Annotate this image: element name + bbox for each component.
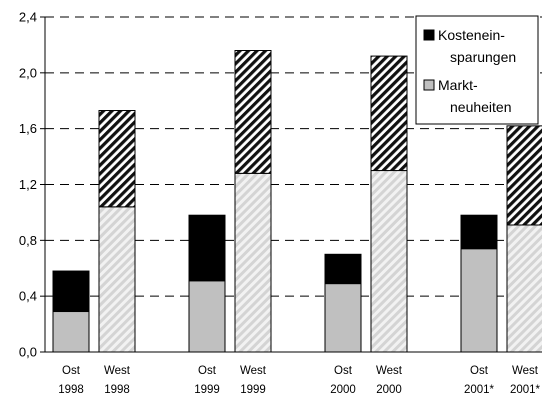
legend-label: Kostenein- bbox=[438, 27, 505, 43]
bar-kosteneinsparungen bbox=[324, 253, 362, 285]
category-year-label: 1998 bbox=[104, 384, 130, 396]
bar-kosteneinsparungen bbox=[506, 125, 542, 226]
category-year-label: 2001* bbox=[510, 384, 541, 396]
category-year-label: 2000 bbox=[330, 384, 356, 396]
legend-label: neuheiten bbox=[450, 99, 512, 115]
category-label: West bbox=[376, 365, 403, 377]
category-label: West bbox=[512, 365, 539, 377]
legend-swatch bbox=[423, 29, 435, 41]
category-label: West bbox=[104, 365, 131, 377]
y-tick-label: 0,0 bbox=[19, 345, 37, 360]
category-label: Ost bbox=[198, 365, 217, 377]
bars-layer bbox=[52, 50, 542, 353]
category-label: West bbox=[240, 365, 267, 377]
category-year-label: 1999 bbox=[194, 384, 220, 396]
legend-swatch bbox=[423, 79, 435, 91]
category-year-label: 1999 bbox=[240, 384, 266, 396]
y-tick-label: 1,2 bbox=[19, 177, 37, 192]
bar-kosteneinsparungen bbox=[52, 270, 90, 313]
category-year-label: 2000 bbox=[376, 384, 402, 396]
category-year-label: 1998 bbox=[58, 384, 84, 396]
bar-kosteneinsparungen bbox=[460, 214, 498, 250]
bar-kosteneinsparungen bbox=[370, 55, 408, 172]
bar-marktneuheiten bbox=[506, 224, 542, 353]
category-label: Ost bbox=[470, 365, 489, 377]
y-tick-label: 2,0 bbox=[19, 65, 37, 80]
legend: Kostenein-sparungen Markt-neuheiten bbox=[415, 15, 539, 125]
y-tick-label: 0,8 bbox=[19, 233, 37, 248]
bar-marktneuheiten bbox=[324, 283, 362, 353]
bar-marktneuheiten bbox=[98, 206, 136, 353]
y-tick-label: 0,4 bbox=[19, 289, 37, 304]
legend-label: Markt- bbox=[438, 77, 478, 93]
bar-kosteneinsparungen bbox=[188, 214, 226, 282]
bar-marktneuheiten bbox=[188, 280, 226, 353]
bar-marktneuheiten bbox=[370, 170, 408, 353]
bar-kosteneinsparungen bbox=[98, 110, 136, 208]
y-tick-label: 1,6 bbox=[19, 121, 37, 136]
axis-layer: 0,0 0,4 0,8 1,2 1,6 2,0 2,4 Ost 1998 West 1998 Ost 1… bbox=[19, 10, 542, 396]
y-tick-label: 2,4 bbox=[19, 10, 37, 25]
legend-label: sparungen bbox=[450, 49, 516, 65]
bar-marktneuheiten bbox=[52, 311, 90, 353]
category-label: Ost bbox=[334, 365, 353, 377]
legend-box bbox=[415, 15, 539, 125]
bar-marktneuheiten bbox=[234, 172, 272, 353]
category-year-label: 2001* bbox=[464, 384, 495, 396]
bar-kosteneinsparungen bbox=[234, 50, 272, 174]
bar-marktneuheiten bbox=[460, 248, 498, 353]
category-label: Ost bbox=[62, 365, 81, 377]
